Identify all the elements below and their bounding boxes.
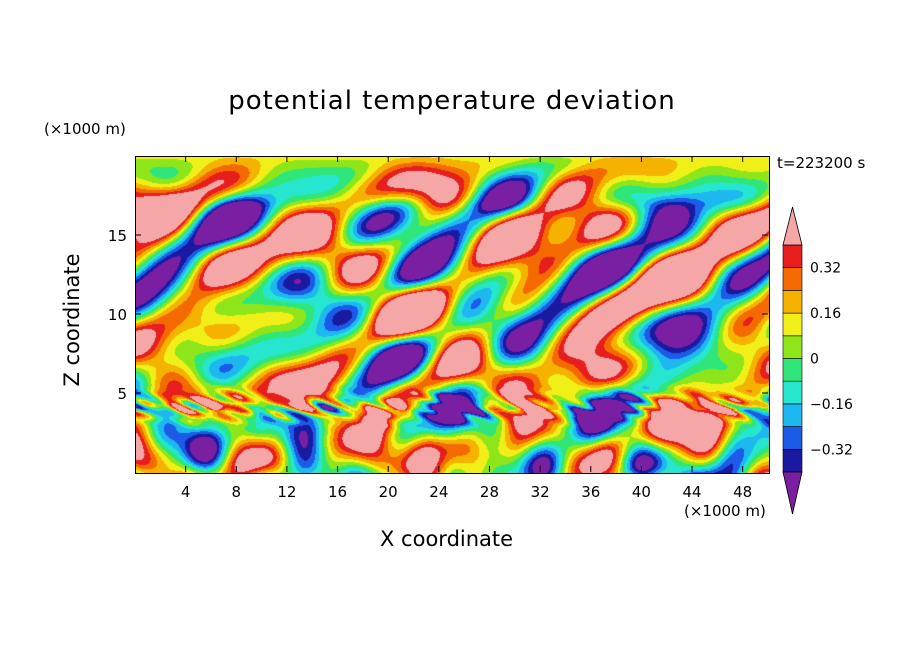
x-tick-label: 48	[733, 483, 752, 501]
colorbar-label: −0.16	[810, 397, 853, 413]
x-tick-label: 16	[328, 483, 347, 501]
temperature-field-contours	[136, 157, 769, 473]
colorbar-label: −0.32	[810, 442, 853, 458]
y-tick-label: 5	[117, 385, 127, 403]
x-tick-label: 36	[581, 483, 600, 501]
colorbar-band	[782, 244, 803, 269]
x-tick-label: 28	[480, 483, 499, 501]
y-tick-label: 15	[108, 227, 127, 245]
x-tick-label: 12	[277, 483, 296, 501]
colorbar-band	[782, 380, 803, 405]
colorbar-band	[782, 267, 803, 291]
colorbar-band	[782, 358, 803, 382]
colorbar-band	[782, 312, 803, 337]
x-tick-label: 32	[531, 483, 550, 501]
colorbar-label: 0	[810, 352, 819, 368]
colorbar-band	[782, 448, 803, 473]
colorbar-band	[782, 403, 803, 427]
colorbar-top-arrow	[782, 206, 803, 246]
colorbar-band	[782, 335, 803, 359]
x-tick-label: 24	[429, 483, 448, 501]
plot-area	[135, 156, 770, 474]
y-axis-unit: (×1000 m)	[44, 120, 126, 138]
colorbar-bottom-arrow	[782, 471, 803, 515]
colorbar-label: 0.32	[810, 261, 841, 277]
x-tick-label: 4	[181, 483, 191, 501]
y-tick-label: 10	[108, 306, 127, 324]
x-tick-label: 8	[232, 483, 242, 501]
x-axis-unit: (×1000 m)	[684, 502, 766, 520]
colorbar-label: 0.16	[810, 306, 841, 322]
colorbar-band	[782, 426, 803, 450]
x-tick-label: 20	[379, 483, 398, 501]
time-label: t=223200 s	[777, 154, 866, 172]
x-tick-label: 44	[682, 483, 701, 501]
x-tick-label: 40	[632, 483, 651, 501]
chart-title: potential temperature deviation	[228, 86, 676, 116]
x-axis-label: X coordinate	[380, 527, 514, 551]
colorbar-band	[782, 290, 803, 314]
